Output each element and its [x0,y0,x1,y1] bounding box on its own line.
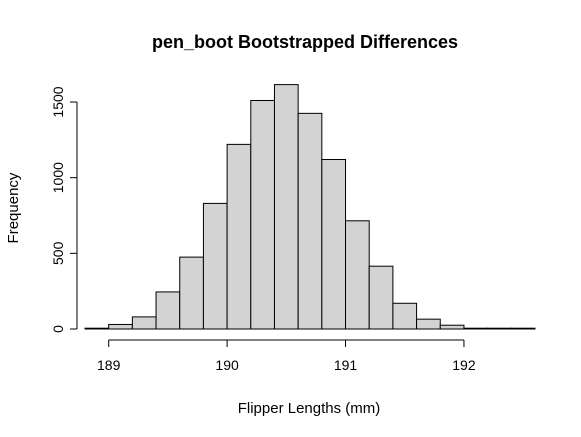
histogram-bar-11 [345,220,370,330]
histogram-bar-14 [416,318,441,330]
chart-title: pen_boot Bootstrapped Differences [152,32,458,52]
histogram-bar-5 [202,202,228,330]
y-axis: 0 500 1000 1500 [50,86,78,333]
histogram-bar-4 [179,256,204,330]
histogram-bar-1 [108,323,133,330]
histogram-bar-8 [273,84,299,330]
histogram-bar-3 [155,291,181,330]
y-tick-label-3: 1500 [50,86,66,117]
histogram-bar-2 [131,316,157,330]
histogram-bar-6 [226,143,252,330]
histogram-bar-9 [297,112,323,330]
y-tick-label-0: 0 [50,325,66,333]
y-tick-label-1: 500 [50,241,66,265]
y-axis-label: Frequency [5,172,22,243]
histogram-bar-10 [321,159,347,330]
x-tick-label-1: 190 [215,357,239,373]
y-tick-label-2: 1000 [50,162,66,193]
x-tick-label-3: 192 [452,357,476,373]
histogram-bar-13 [392,302,418,330]
bars-group [84,84,536,330]
histogram-bar-12 [368,265,394,330]
x-axis-label: Flipper Lengths (mm) [238,400,381,417]
histogram-bar-7 [250,99,275,330]
x-tick-label-0: 189 [97,357,121,373]
x-axis: 189 190 191 192 [97,339,476,373]
histogram-bar-15 [439,324,465,330]
x-tick-label-2: 191 [334,357,358,373]
